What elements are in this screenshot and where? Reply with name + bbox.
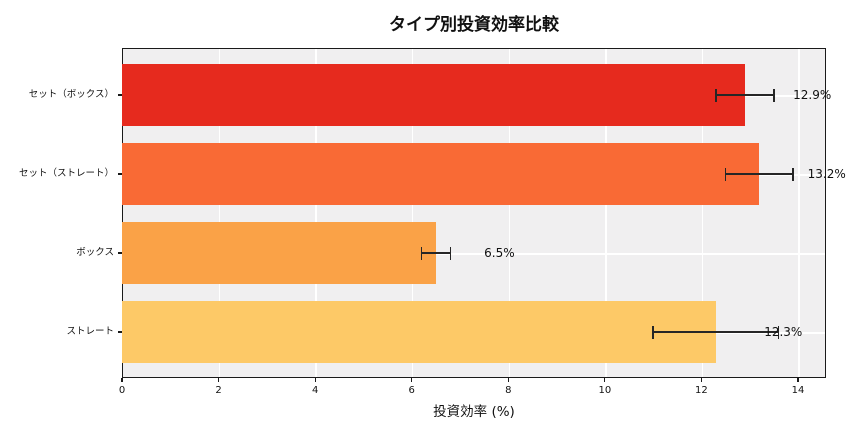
error-bar-cap <box>449 246 452 260</box>
value-label: 13.2% <box>807 167 846 181</box>
grid-line-vertical <box>218 49 221 377</box>
y-tick-label: セット（ボックス） <box>28 89 114 100</box>
y-tick-label: ストレート <box>66 326 114 337</box>
y-tick-label: ボックス <box>76 247 114 258</box>
grid-line-vertical <box>315 49 317 377</box>
bar <box>122 143 760 205</box>
grid-line-vertical <box>605 49 607 377</box>
x-tick-label: 0 <box>118 385 126 396</box>
value-label: 12.3% <box>764 325 803 339</box>
error-bar-cap <box>777 325 780 339</box>
grid-line-vertical <box>701 49 704 377</box>
error-bar-line <box>715 94 774 96</box>
error-bar-cap <box>715 88 717 102</box>
error-bar-line <box>725 173 794 175</box>
y-axis-tick <box>118 94 122 96</box>
error-bar-line <box>421 252 451 254</box>
error-bar-cap <box>792 167 794 181</box>
grid-line-vertical <box>411 49 414 377</box>
bar <box>122 301 716 363</box>
x-tick-label: 10 <box>598 385 612 396</box>
grid-line-horizontal <box>123 253 825 255</box>
grid-line-vertical <box>508 49 511 377</box>
error-bar-cap <box>652 325 654 339</box>
value-label: 6.5% <box>484 246 515 260</box>
x-axis-tick <box>411 378 413 382</box>
x-axis-tick <box>314 378 316 382</box>
bar <box>122 222 436 284</box>
x-axis-label: 投資効率 (%) <box>433 404 515 420</box>
error-bar-cap <box>724 167 727 181</box>
y-axis-tick <box>118 331 122 333</box>
x-tick-label: 2 <box>215 385 222 396</box>
x-axis-tick <box>700 378 702 382</box>
x-axis-tick <box>507 378 509 382</box>
y-tick-label: セット（ストレート） <box>18 168 114 179</box>
error-bar-cap <box>773 88 775 102</box>
chart-title: タイプ別投資効率比較 <box>389 15 559 35</box>
error-bar-cap <box>420 246 423 260</box>
y-axis-tick <box>118 252 122 254</box>
error-bar-line <box>653 331 779 333</box>
x-axis-tick <box>217 378 220 382</box>
x-tick-label: 4 <box>311 385 319 396</box>
x-tick-label: 8 <box>505 385 512 396</box>
x-axis-tick <box>604 378 606 382</box>
x-axis-tick <box>121 378 123 382</box>
y-axis-tick <box>118 173 122 175</box>
x-tick-label: 6 <box>408 385 415 396</box>
x-axis-tick <box>797 378 799 382</box>
bar <box>122 64 745 126</box>
value-label: 12.9% <box>793 88 832 102</box>
grid-line-vertical <box>798 49 800 377</box>
x-tick-label: 14 <box>791 385 805 396</box>
x-tick-label: 12 <box>695 385 708 396</box>
